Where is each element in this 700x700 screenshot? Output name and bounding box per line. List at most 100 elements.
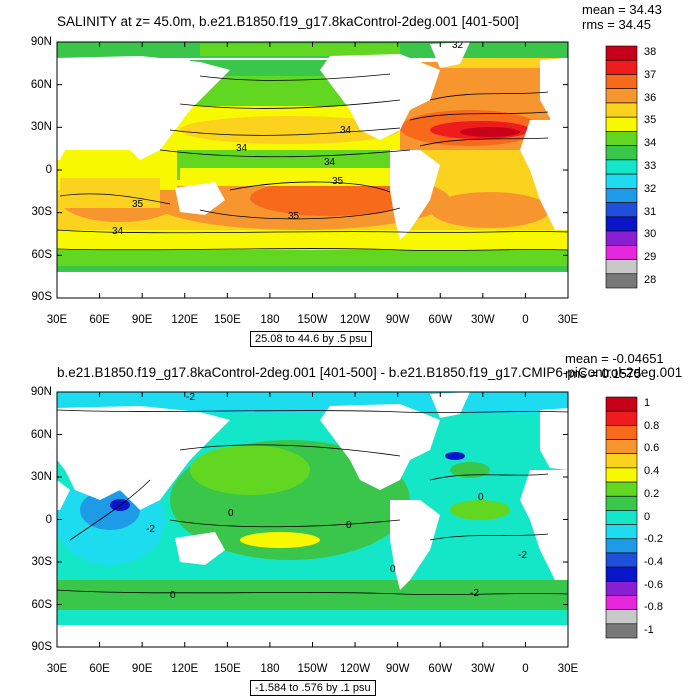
panel1-colorbar-swatch xyxy=(605,145,638,161)
panel2-range-label: -1.584 to .576 by .1 psu xyxy=(250,680,376,696)
panel1-lon-label: 30W xyxy=(471,314,495,326)
panel1-contour-label: 35 xyxy=(332,176,344,187)
panel2-contour-label: -2 xyxy=(186,392,195,403)
panel2-lon-label: 90E xyxy=(131,663,153,675)
panel2-title: b.e21.B1850.f19_g17.8kaControl-2deg.001 … xyxy=(57,365,683,380)
panel1-colorbar-swatch xyxy=(605,188,638,203)
panel1-lon-label: 90W xyxy=(385,314,410,326)
panel1-lon-label: 60W xyxy=(428,314,453,326)
panel2-contour-label: 0 xyxy=(228,508,234,519)
panel2-map: -2 -2 0 0 -2 0 0 0 -2 xyxy=(57,392,568,647)
panel1-colorbar-swatch xyxy=(605,259,638,275)
panel1-colorbar-swatch xyxy=(605,159,638,175)
panel2-colorbar-swatch xyxy=(605,580,638,596)
panel2-lat-label: 60N xyxy=(30,429,52,441)
panel2-lon-label: 150E xyxy=(213,663,241,675)
panel1-lon-label: 30E xyxy=(557,314,579,326)
panel1-colorbar-swatch xyxy=(605,173,638,189)
panel2-colorbar-label: -0.2 xyxy=(644,533,663,546)
panel1-lat-label: 90N xyxy=(30,36,52,48)
panel1-colorbar-label: 35 xyxy=(644,114,657,127)
panel1-colorbar-swatch xyxy=(605,244,638,260)
panel2-colorbar-swatch xyxy=(605,410,638,426)
panel1-lon-label: 0 xyxy=(522,314,529,326)
panel1-contour-label: 34 xyxy=(112,226,124,237)
panel1-lon-label: 120W xyxy=(340,314,371,326)
panel2-lon-label: 0 xyxy=(522,663,529,675)
panel1-lon-label: 150E xyxy=(213,314,241,326)
panel1-lat-label: 90S xyxy=(31,291,52,303)
panel2-contour-label: 0 xyxy=(170,590,176,601)
panel1-colorbar-label: 31 xyxy=(644,205,657,218)
panel2-contour-label: 0 xyxy=(346,520,352,531)
panel1-colorbar-swatch xyxy=(605,45,638,61)
panel1-map: 32 34 34 34 35 35 35 34 xyxy=(57,40,568,298)
panel2-colorbar-label: -0.6 xyxy=(644,578,663,591)
panel2-contour-label: 0 xyxy=(390,564,396,575)
panel2-colorbar-label: 0.6 xyxy=(644,442,660,455)
panel2-colorbar-label: -1 xyxy=(644,623,654,636)
panel1-contour-label: 34 xyxy=(340,125,352,136)
panel2-colorbar-swatch xyxy=(605,552,638,568)
panel2-lat-label: 0 xyxy=(45,514,52,526)
panel2-colorbar-label: -0.8 xyxy=(644,601,663,614)
panel2-lon-label: 30E xyxy=(557,663,579,675)
panel2-colorbar-swatch xyxy=(605,510,638,525)
panel2-colorbar-swatch xyxy=(605,467,638,483)
panel2-colorbar-label: 0.8 xyxy=(644,419,660,432)
panel1-mean: mean = 34.43 xyxy=(582,2,662,17)
panel2-contour-label: -2 xyxy=(146,524,155,535)
panel1-lat-label: 60N xyxy=(30,79,52,91)
panel2-lon-label: 30W xyxy=(471,663,495,675)
panel1-colorbar-swatch xyxy=(605,230,638,246)
panel2-lon-label: 60E xyxy=(89,663,110,675)
panel1-colorbar-swatch xyxy=(605,216,638,232)
panel1-colorbar-swatch xyxy=(605,102,638,118)
panel1-contour-label: 35 xyxy=(132,199,144,210)
panel2-colorbar-swatch xyxy=(605,453,638,469)
panel1-colorbar-label: 32 xyxy=(644,182,657,195)
panel2-lon-label: 60W xyxy=(428,663,453,675)
panel2-lat-label: 90N xyxy=(30,386,52,398)
panel2-colorbar-label: 0 xyxy=(644,510,651,523)
panel2-lon-label: 120W xyxy=(340,663,371,675)
panel2-colorbar-swatch xyxy=(605,623,638,639)
panel1-contour-label: 34 xyxy=(236,143,248,154)
panel1-colorbar-label: 33 xyxy=(644,160,657,172)
panel1-colorbar-swatch xyxy=(605,74,638,90)
panel1-contour-label: 32 xyxy=(452,40,464,51)
panel2-lat-label: 30N xyxy=(30,471,52,483)
panel1-lon-label: 60E xyxy=(89,314,110,326)
panel2-lon-label: 120E xyxy=(171,663,199,675)
panel1-colorbar-label: 37 xyxy=(644,68,657,81)
panel1-colorbar-swatch xyxy=(605,59,638,75)
panel1-title: SALINITY at z= 45.0m, b.e21.B1850.f19_g1… xyxy=(57,14,519,29)
panel1-contour-label: 35 xyxy=(288,211,300,222)
panel1-colorbar-label: 36 xyxy=(644,91,657,104)
panel1-contour-label: 34 xyxy=(324,157,336,168)
panel2-rms: rms = 0.1575 xyxy=(565,366,642,381)
panel1-colorbar-label: 34 xyxy=(644,137,657,150)
panel1-lon-label: 150W xyxy=(297,314,328,326)
panel2-colorbar-swatch xyxy=(605,524,638,540)
panel2-lon-label: 150W xyxy=(297,663,328,675)
panel1-range-label: 25.08 to 44.6 by .5 psu xyxy=(250,331,372,347)
panel1-colorbar-swatch xyxy=(605,273,638,289)
panel2-colorbar-swatch xyxy=(605,396,638,412)
panel1-lon-label: 120E xyxy=(171,314,199,326)
panel2-colorbar-swatch xyxy=(605,481,638,497)
panel2-lat-label: 60S xyxy=(31,599,52,611)
panel2-mean: mean = -0.04651 xyxy=(565,351,664,366)
panel2-colorbar-label: 1 xyxy=(644,397,651,410)
panel2-lat-label: 90S xyxy=(31,641,52,653)
panel1-lat-label: 30N xyxy=(30,121,52,133)
panel1-lon-label: 90E xyxy=(131,314,153,326)
panel2-colorbar xyxy=(605,396,638,639)
panel2-colorbar-swatch xyxy=(605,495,638,511)
panel1-colorbar-swatch xyxy=(605,131,638,146)
panel1-colorbar-label: 38 xyxy=(644,46,657,59)
panel2-colorbar-label: -0.4 xyxy=(644,555,663,568)
panel1-colorbar-swatch xyxy=(605,88,638,104)
panel2-contour-label: 0 xyxy=(478,492,484,503)
